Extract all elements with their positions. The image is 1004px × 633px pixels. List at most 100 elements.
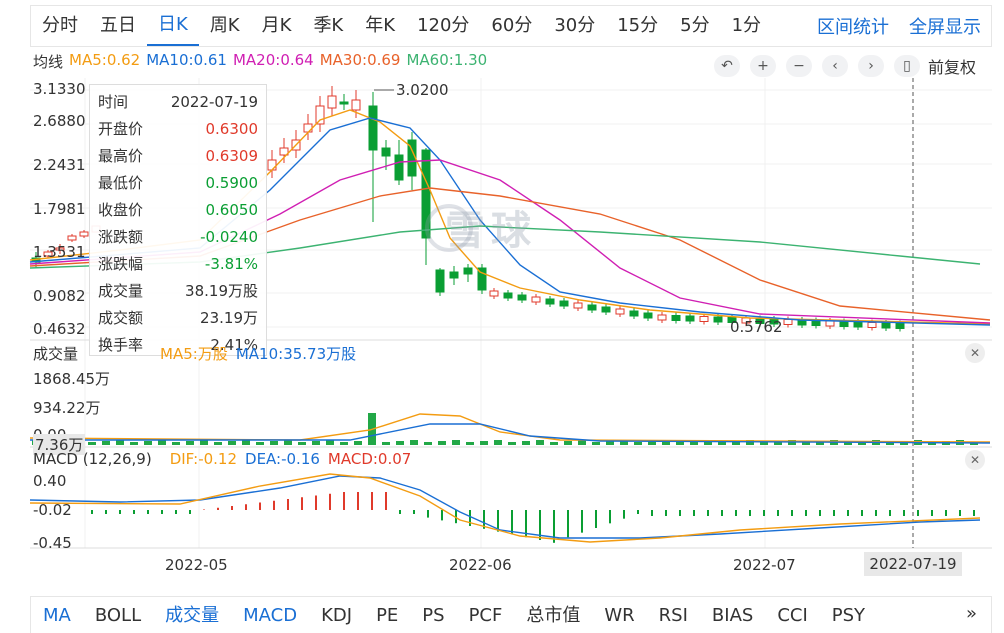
volume-bar xyxy=(466,442,474,445)
indicator-tab-9[interactable]: WR xyxy=(604,604,635,626)
macd-bar xyxy=(217,507,219,510)
volume-bar xyxy=(452,440,460,445)
candle-body xyxy=(685,315,695,322)
tooltip-value: 2.41% xyxy=(210,336,258,354)
range-stats-link[interactable]: 区间统计 xyxy=(817,17,889,38)
candle-body xyxy=(573,302,583,309)
macd-bar xyxy=(497,510,499,532)
macd-panel-header: MACD (12,26,9) DIF:-0.12 DEA:-0.16 MACD:… xyxy=(33,450,411,468)
volume-bar xyxy=(256,442,264,445)
period-tab-0[interactable]: 分时 xyxy=(42,15,78,36)
macd-bar xyxy=(651,510,653,516)
chevron-right-icon[interactable]: › xyxy=(858,55,884,77)
low-annotation: 0.5762 xyxy=(730,318,783,336)
indicator-tab-3[interactable]: MACD xyxy=(243,604,298,626)
volume-bar xyxy=(578,440,586,445)
indicator-tab-1[interactable]: BOLL xyxy=(94,604,142,626)
macd-bar xyxy=(959,510,961,516)
indicator-tab-12[interactable]: CCI xyxy=(777,604,808,626)
macd-bar xyxy=(931,510,933,516)
chevron-left-icon[interactable]: ‹ xyxy=(822,55,848,77)
candle-body xyxy=(315,105,325,125)
period-tab-3[interactable]: 周K xyxy=(209,15,240,36)
dif-line xyxy=(29,473,981,543)
volume-ma10-line xyxy=(30,423,991,444)
indicator-tab-6[interactable]: PS xyxy=(422,604,445,626)
indicator-tab-4[interactable]: KDJ xyxy=(321,604,353,626)
tooltip-key: 时间 xyxy=(98,93,129,111)
volume-bar xyxy=(410,440,418,445)
period-tabs: 分时 五日 日K 周K 月K 季K 年K 120分 60分 30分 15分 5分 1分 xyxy=(31,6,772,46)
period-tab-5[interactable]: 季K xyxy=(313,15,344,36)
period-tab-4[interactable]: 月K xyxy=(261,15,292,36)
period-tab-2[interactable]: 日K xyxy=(147,6,199,46)
period-toolbar: 分时 五日 日K 周K 月K 季K 年K 120分 60分 30分 15分 5分 1分 区间统计 全屏显… xyxy=(30,5,992,47)
candle-body xyxy=(279,147,289,156)
cursor-date-label: 2022-07-19 xyxy=(864,552,962,576)
close-volume-icon[interactable]: ✕ xyxy=(965,343,985,363)
ma-legend-item-1: MA10:0.61 xyxy=(146,51,227,69)
zoom-in-icon[interactable]: + xyxy=(750,55,776,77)
volume-bar xyxy=(242,440,250,445)
macd-bar xyxy=(889,510,891,516)
candle-body xyxy=(839,321,849,327)
macd-bar xyxy=(903,510,905,516)
period-tab-1[interactable]: 五日 xyxy=(100,15,136,36)
period-tab-8[interactable]: 60分 xyxy=(491,15,533,36)
candle-type-icon[interactable]: ▯ xyxy=(894,55,920,77)
indicator-tab-2[interactable]: 成交量 xyxy=(165,604,220,626)
macd-bar xyxy=(329,493,331,510)
candle-body xyxy=(449,271,459,279)
price-adjust-select[interactable]: 前复权 xyxy=(928,58,977,77)
volume-bar xyxy=(214,442,222,445)
period-tab-9[interactable]: 30分 xyxy=(554,15,596,36)
period-tab-6[interactable]: 年K xyxy=(365,15,396,36)
period-tab-11[interactable]: 5分 xyxy=(680,15,710,36)
candle-body xyxy=(327,95,337,109)
candle-body xyxy=(55,247,65,251)
macd-bar xyxy=(119,510,121,514)
candle-body xyxy=(267,159,277,171)
volume-bar xyxy=(438,441,446,445)
close-macd-icon[interactable]: ✕ xyxy=(965,450,985,470)
candle-body xyxy=(43,251,53,257)
volume-bar xyxy=(298,442,306,445)
indicator-tab-0[interactable]: MA xyxy=(43,604,71,626)
volume-bar xyxy=(634,442,642,445)
volume-bar xyxy=(620,440,628,445)
indicator-tab-8[interactable]: 总市值 xyxy=(526,604,581,626)
more-indicators-icon[interactable]: » xyxy=(965,603,977,624)
ma10-line xyxy=(29,117,991,326)
macd-bar xyxy=(357,492,359,510)
macd-bar xyxy=(735,510,737,516)
candle-body xyxy=(783,319,793,325)
tooltip-key: 成交量 xyxy=(98,282,144,300)
tooltip-row: 最高价 0.6309 xyxy=(98,143,258,170)
tooltip-row: 成交额 23.19万 xyxy=(98,305,258,332)
period-tab-12[interactable]: 1分 xyxy=(731,15,762,36)
indicator-tab-13[interactable]: PSY xyxy=(831,604,866,626)
macd-bar xyxy=(441,510,443,521)
indicator-tab-10[interactable]: RSI xyxy=(658,604,688,626)
volume-bar xyxy=(564,441,572,445)
indicator-bar: MA BOLL 成交量 MACD KDJ PE PS PCF 总市值 WR RSI BIAS CCI PS… xyxy=(30,596,992,633)
candle-body xyxy=(477,267,487,291)
indicator-tab-11[interactable]: BIAS xyxy=(711,604,754,626)
tooltip-key: 收盘价 xyxy=(98,201,144,219)
indicator-tab-5[interactable]: PE xyxy=(376,604,399,626)
volume-bar xyxy=(186,441,194,445)
volume-bar xyxy=(732,441,740,445)
candle-body xyxy=(559,300,569,307)
period-tab-10[interactable]: 15分 xyxy=(617,15,659,36)
macd-bar xyxy=(777,510,779,516)
volume-bar xyxy=(396,441,404,445)
fullscreen-link[interactable]: 全屏显示 xyxy=(909,17,981,38)
undo-icon[interactable]: ↶ xyxy=(714,55,740,77)
indicator-tab-7[interactable]: PCF xyxy=(468,604,503,626)
zoom-out-icon[interactable]: − xyxy=(786,55,812,77)
candle-body xyxy=(503,292,513,299)
period-tab-7[interactable]: 120分 xyxy=(417,15,470,36)
watermark: 雪球 xyxy=(445,208,537,254)
volume-bar xyxy=(102,441,110,445)
volume-bar xyxy=(536,440,544,445)
